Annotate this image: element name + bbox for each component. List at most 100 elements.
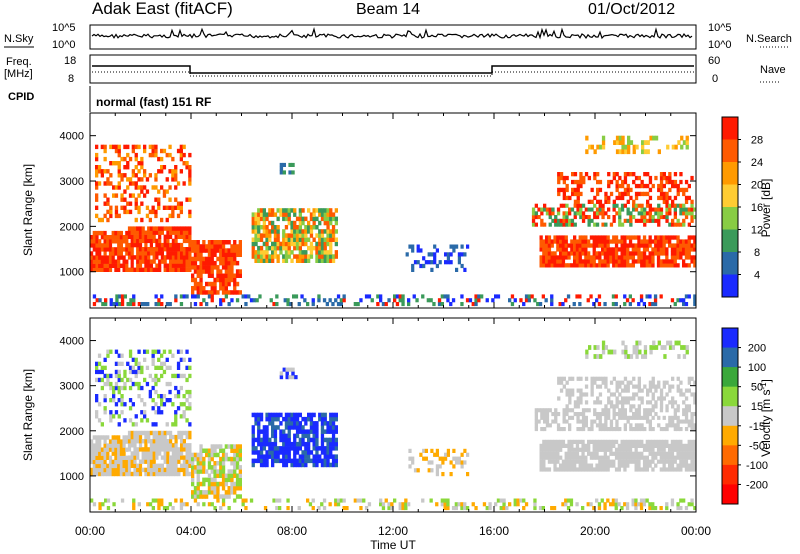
heatmap-cell — [540, 415, 544, 420]
heatmap-cell — [136, 430, 140, 436]
heatmap-cell — [659, 175, 664, 181]
heatmap-cell — [601, 447, 605, 452]
heatmap-cell — [545, 439, 549, 444]
heatmap-cell — [315, 458, 319, 464]
heatmap-cell — [662, 463, 666, 468]
heatmap-cell — [566, 294, 571, 299]
heatmap-cell — [174, 234, 178, 239]
heatmap-cell — [158, 439, 162, 444]
heatmap-cell — [645, 439, 649, 444]
heatmap-cell — [273, 233, 278, 238]
heatmap-cell — [213, 469, 217, 474]
heatmap-cell — [136, 238, 140, 244]
heatmap-cell — [191, 260, 195, 266]
heatmap-cell — [612, 247, 616, 252]
heatmap-cell — [665, 392, 669, 397]
heatmap-cell — [307, 254, 311, 259]
heatmap-cell — [693, 215, 697, 220]
heatmap-cell — [690, 427, 694, 432]
heatmap-cell — [95, 230, 99, 236]
heatmap-cell — [320, 429, 325, 434]
heatmap-cell — [657, 396, 661, 401]
heatmap-cell — [147, 247, 151, 252]
heatmap-cell — [166, 430, 170, 436]
heatmap-cell — [323, 212, 327, 217]
heatmap-cell — [654, 251, 658, 256]
heatmap-cell — [680, 135, 684, 141]
heatmap-cell — [137, 161, 141, 166]
power-heatmap-cells — [90, 135, 697, 307]
heatmap-cell — [648, 419, 652, 424]
heatmap-cell — [127, 226, 132, 231]
heatmap-cell — [477, 298, 481, 303]
heatmap-cell — [168, 144, 172, 150]
heatmap-cell — [127, 463, 132, 468]
heatmap-cell — [329, 245, 333, 251]
heatmap-cell — [133, 471, 137, 477]
heatmap-cell — [185, 377, 189, 383]
heatmap-cell — [565, 187, 569, 193]
heatmap-cell — [584, 415, 588, 420]
heatmap-cell — [430, 448, 434, 453]
heatmap-cell — [559, 172, 564, 177]
heatmap-cell — [524, 502, 529, 507]
heatmap-cell — [562, 427, 566, 432]
heatmap-cell — [254, 450, 258, 455]
heatmap-cell — [188, 165, 192, 170]
heatmap-cell — [603, 235, 607, 240]
heatmap-cell — [607, 183, 611, 189]
heatmap-cell — [642, 239, 647, 244]
heatmap-cell — [617, 443, 621, 448]
heatmap-cell — [279, 450, 283, 455]
heatmap-cell — [684, 443, 689, 448]
heatmap-cell — [301, 220, 305, 226]
heatmap-cell — [152, 459, 156, 464]
heatmap-cell — [640, 415, 644, 420]
heatmap-cell — [648, 443, 652, 448]
heatmap-cell — [623, 187, 628, 193]
heatmap-cell — [390, 502, 394, 507]
heatmap-cell — [125, 447, 129, 452]
heatmap-cell — [117, 361, 121, 366]
heatmap-cell — [626, 419, 630, 424]
heatmap-cell — [241, 498, 245, 503]
heatmap-cell — [684, 408, 689, 413]
heatmap-cell — [171, 259, 175, 264]
heatmap-cell — [601, 140, 606, 145]
heatmap-cell — [120, 177, 124, 182]
heatmap-cell — [219, 277, 223, 283]
heatmap-cell — [634, 251, 638, 256]
heatmap-cell — [662, 467, 666, 472]
heatmap-cell — [227, 273, 231, 278]
heatmap-cell — [570, 251, 574, 256]
heatmap-cell — [665, 247, 669, 252]
heatmap-cell — [144, 267, 148, 272]
heatmap-cell — [593, 149, 597, 155]
heatmap-cell — [288, 162, 292, 167]
heatmap-cell — [117, 459, 121, 465]
heatmap-cell — [174, 197, 178, 202]
heatmap-cell — [437, 298, 442, 303]
heatmap-cell — [114, 148, 119, 154]
heatmap-cell — [95, 152, 99, 158]
heatmap-cell — [106, 169, 110, 174]
heatmap-cell — [131, 357, 135, 362]
heatmap-cell — [193, 244, 198, 249]
heatmap-cell — [654, 443, 658, 448]
heatmap-cell — [543, 419, 547, 424]
heatmap-cell — [92, 294, 97, 299]
heatmap-cell — [631, 451, 635, 456]
heatmap-cell — [581, 451, 585, 456]
heatmap-cell — [390, 506, 394, 511]
heatmap-cell — [163, 430, 167, 436]
heatmap-cell — [626, 396, 630, 401]
heatmap-cell — [651, 502, 655, 507]
heatmap-cell — [114, 144, 119, 150]
heatmap-cell — [119, 443, 123, 448]
heatmap-cell — [687, 388, 691, 393]
heatmap-cell — [111, 247, 115, 252]
heatmap-cell — [659, 235, 663, 240]
heatmap-cell — [323, 458, 327, 464]
heatmap-cell — [654, 239, 658, 244]
heatmap-cell — [564, 235, 568, 240]
